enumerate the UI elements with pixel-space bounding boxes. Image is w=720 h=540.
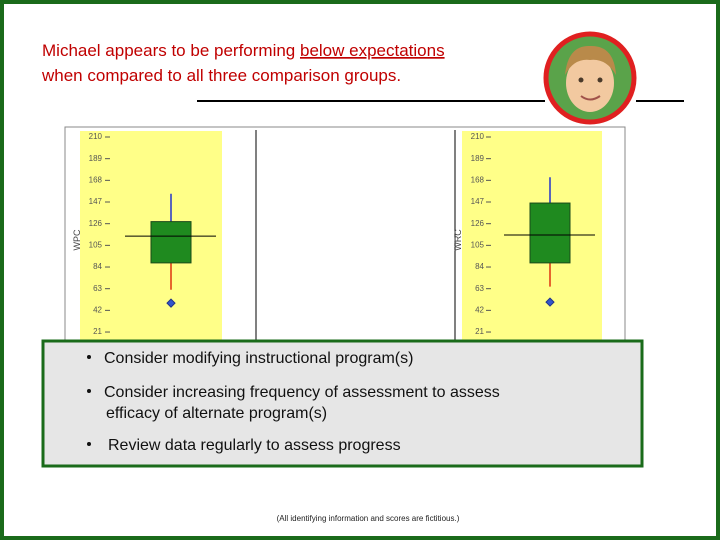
footnote: (All identifying information and scores … [277,514,460,523]
y-tick-label: 63 [93,284,102,293]
bullet-text: Consider modifying instructional program… [104,350,413,367]
y-tick-label: 147 [89,197,103,206]
y-tick-label: 105 [471,240,485,249]
y-tick-label: 105 [89,240,103,249]
y-tick-label: 210 [471,132,485,141]
y-tick-label: 147 [471,197,485,206]
y-tick-label: 126 [471,219,485,228]
bullet-text: Consider increasing frequency of assessm… [104,384,500,401]
charts: 21 42 63 84 105 126 147 168 189 210 WPC 21 42 63 84 105… [64,126,626,360]
y-tick-label: 21 [93,327,102,336]
y-axis-label: WPC [72,229,82,250]
outlier [545,297,555,307]
bullet-text: Review data regularly to assess progress [108,437,401,454]
y-tick-label: 210 [89,132,103,141]
box [529,202,571,264]
bullet [87,355,91,359]
recommendations-box: Consider modifying instructional program… [41,339,644,468]
title-text: Michael appears to be performing [42,41,300,60]
y-axis-label: WRC [453,229,463,251]
outlier [166,298,176,308]
bullet [87,442,91,446]
title-line-2: when compared to all three comparison gr… [41,66,401,85]
bullet-text: efficacy of alternate program(s) [106,405,327,422]
title-emphasis: below expectations [300,41,445,60]
y-tick-label: 84 [475,262,484,271]
y-tick-label: 21 [475,327,484,336]
y-tick-label: 189 [471,154,485,163]
y-tick-label: 189 [89,154,103,163]
y-tick-label: 42 [475,305,484,314]
y-tick-label: 84 [93,262,102,271]
y-tick-label: 126 [89,219,103,228]
y-tick-label: 63 [475,284,484,293]
title-line-1: Michael appears to be performing below e… [42,41,445,60]
y-tick-label: 42 [93,305,102,314]
y-tick-label: 168 [89,175,103,184]
bullet [87,389,91,393]
box [150,221,192,264]
y-tick-label: 168 [471,175,485,184]
callout [41,339,644,468]
student-photo [543,31,637,125]
